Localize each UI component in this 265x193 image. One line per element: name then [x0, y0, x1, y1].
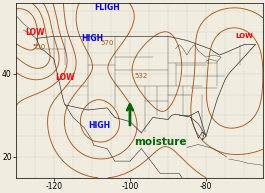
- Text: 532: 532: [135, 73, 148, 79]
- Text: LOW: LOW: [235, 33, 253, 39]
- Text: FLIGH: FLIGH: [94, 3, 120, 12]
- Text: LOW: LOW: [25, 28, 45, 37]
- Text: LOW: LOW: [56, 73, 75, 82]
- Text: HIGH: HIGH: [89, 121, 111, 130]
- Text: 550: 550: [32, 44, 45, 50]
- Text: 570: 570: [100, 40, 114, 46]
- Text: HIGH: HIGH: [81, 34, 103, 43]
- Text: moisture: moisture: [134, 137, 187, 147]
